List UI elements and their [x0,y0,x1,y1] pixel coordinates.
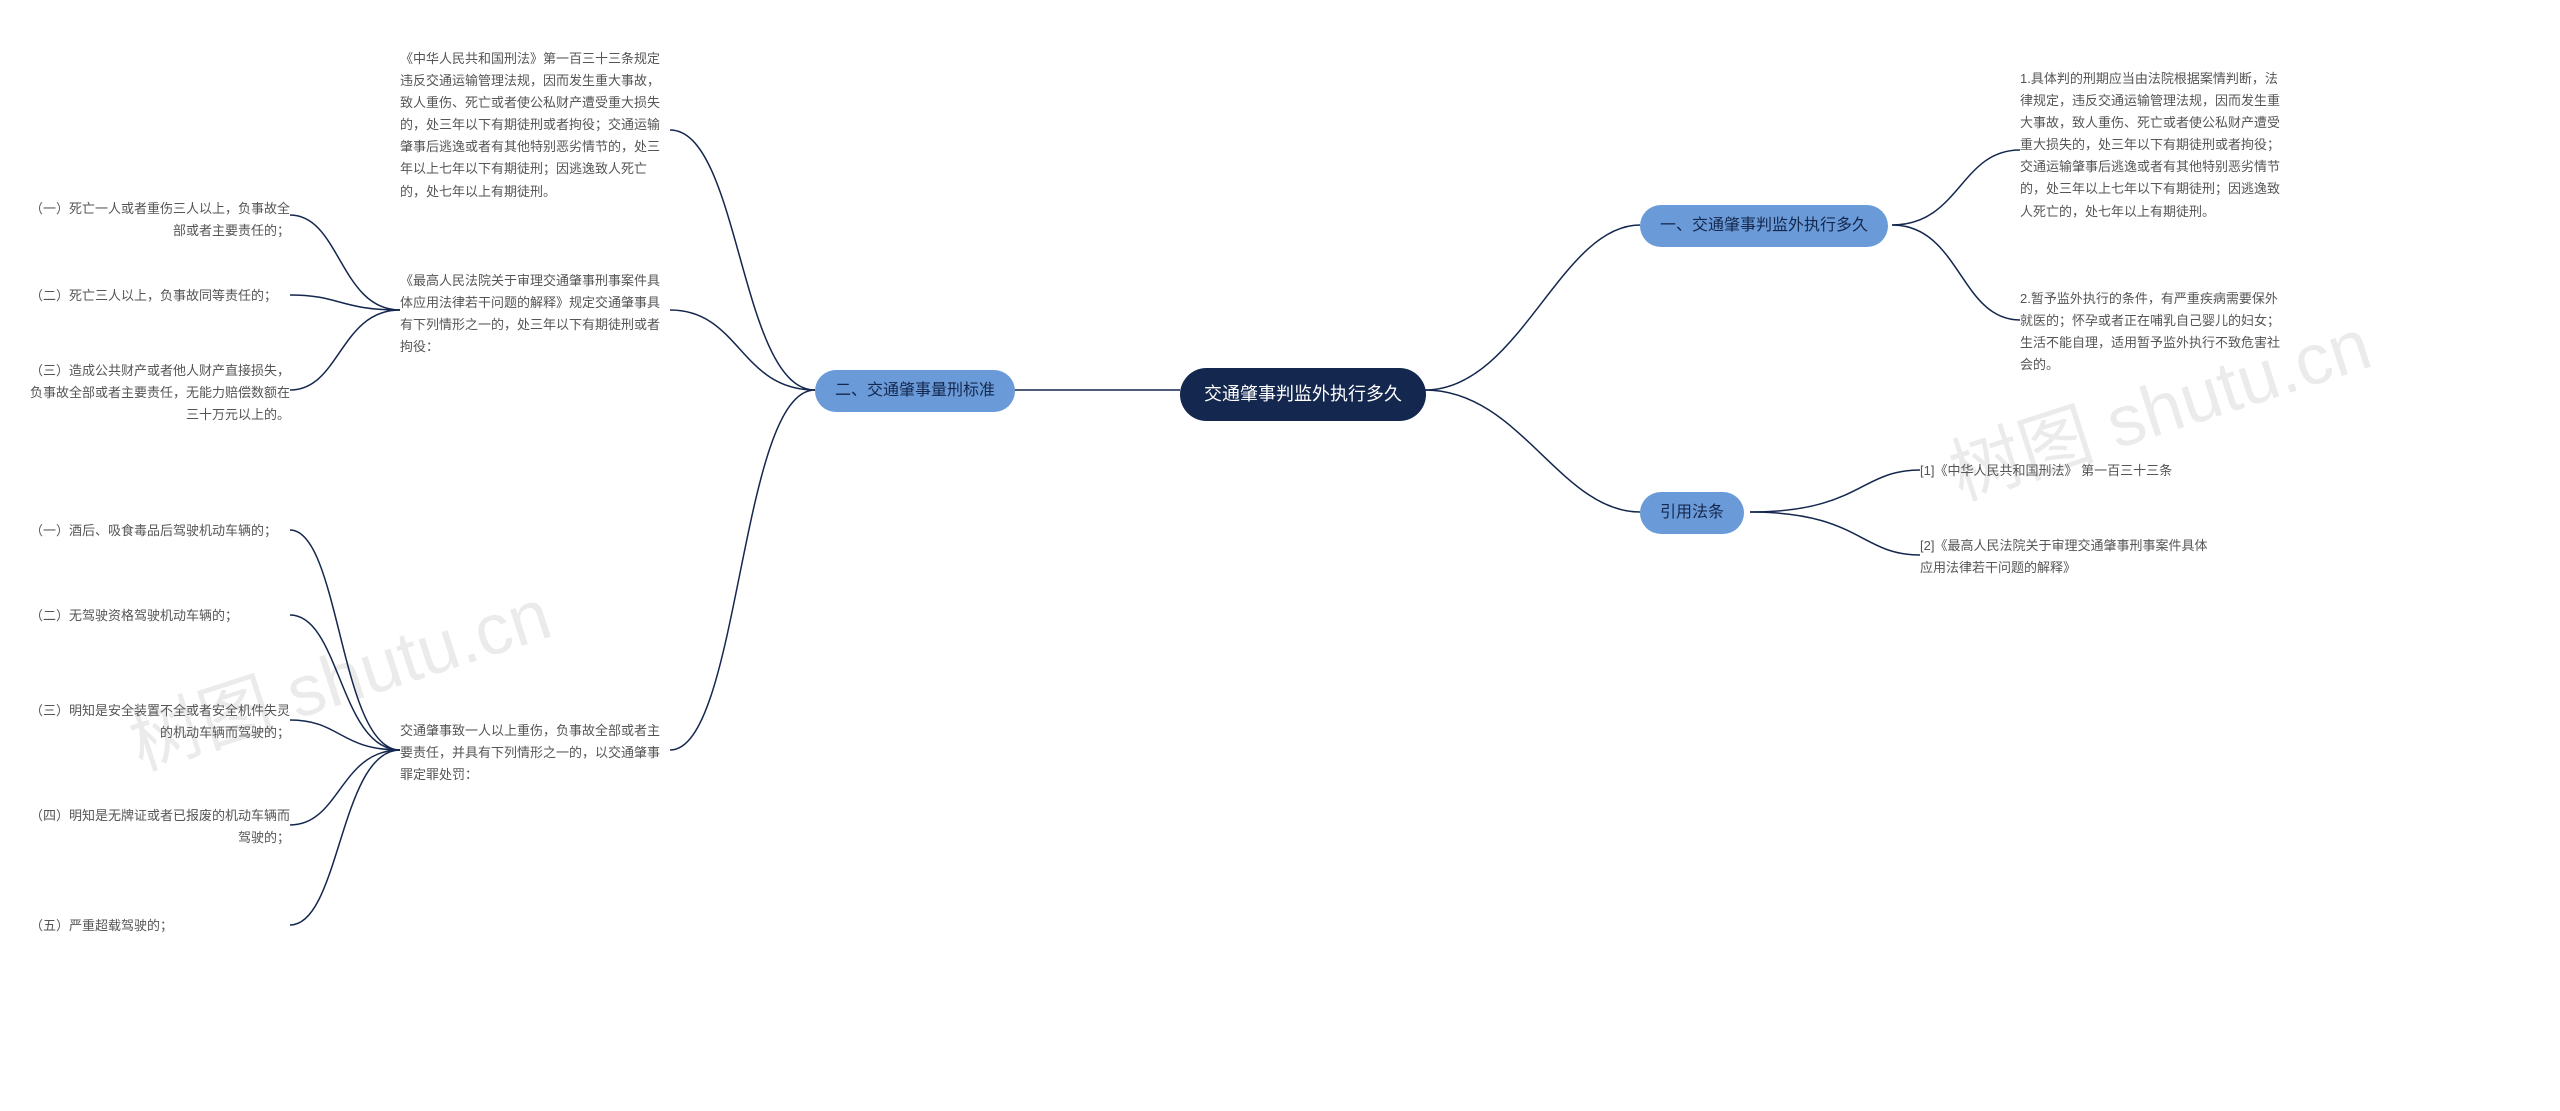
leaf-r2-2: [2]《最高人民法院关于审理交通肇事刑事案件具体应用法律若干问题的解释》 [1920,535,2220,579]
leaf-l-g2-i2: （二）死亡三人以上，负事故同等责任的； [30,285,277,307]
leaf-l-g2-i1: （一）死亡一人或者重伤三人以上，负事故全部或者主要责任的； [30,198,290,242]
leaf-l-g2-i3: （三）造成公共财产或者他人财产直接损失，负事故全部或者主要责任，无能力赔偿数额在… [30,360,290,426]
leaf-l-g3-i1: （一）酒后、吸食毒品后驾驶机动车辆的； [30,520,277,542]
leaf-l-g3-i4: （四）明知是无牌证或者已报废的机动车辆而驾驶的； [30,805,290,849]
leaf-l-g1: 《中华人民共和国刑法》第一百三十三条规定违反交通运输管理法规，因而发生重大事故，… [400,48,670,203]
leaf-l-g3-i2: （二）无驾驶资格驾驶机动车辆的； [30,605,238,627]
leaf-l-g3-i3: （三）明知是安全装置不全或者安全机件失灵的机动车辆而驾驶的； [30,700,290,744]
leaf-l-g3: 交通肇事致一人以上重伤，负事故全部或者主要责任，并具有下列情形之一的，以交通肇事… [400,720,670,786]
branch-right-2[interactable]: 引用法条 [1640,492,1744,534]
leaf-l-g3-i5: （五）严重超载驾驶的； [30,915,173,937]
leaf-r1-2: 2.暂予监外执行的条件，有严重疾病需要保外就医的；怀孕或者正在哺乳自己婴儿的妇女… [2020,288,2290,376]
branch-left-1[interactable]: 二、交通肇事量刑标准 [815,370,1015,412]
leaf-r2-1: [1]《中华人民共和国刑法》 第一百三十三条 [1920,460,2172,482]
branch-right-1[interactable]: 一、交通肇事判监外执行多久 [1640,205,1888,247]
leaf-l-g2: 《最高人民法院关于审理交通肇事刑事案件具体应用法律若干问题的解释》规定交通肇事具… [400,270,670,358]
leaf-r1-1: 1.具体判的刑期应当由法院根据案情判断，法律规定，违反交通运输管理法规，因而发生… [2020,68,2290,223]
root-node[interactable]: 交通肇事判监外执行多久 [1180,368,1426,421]
